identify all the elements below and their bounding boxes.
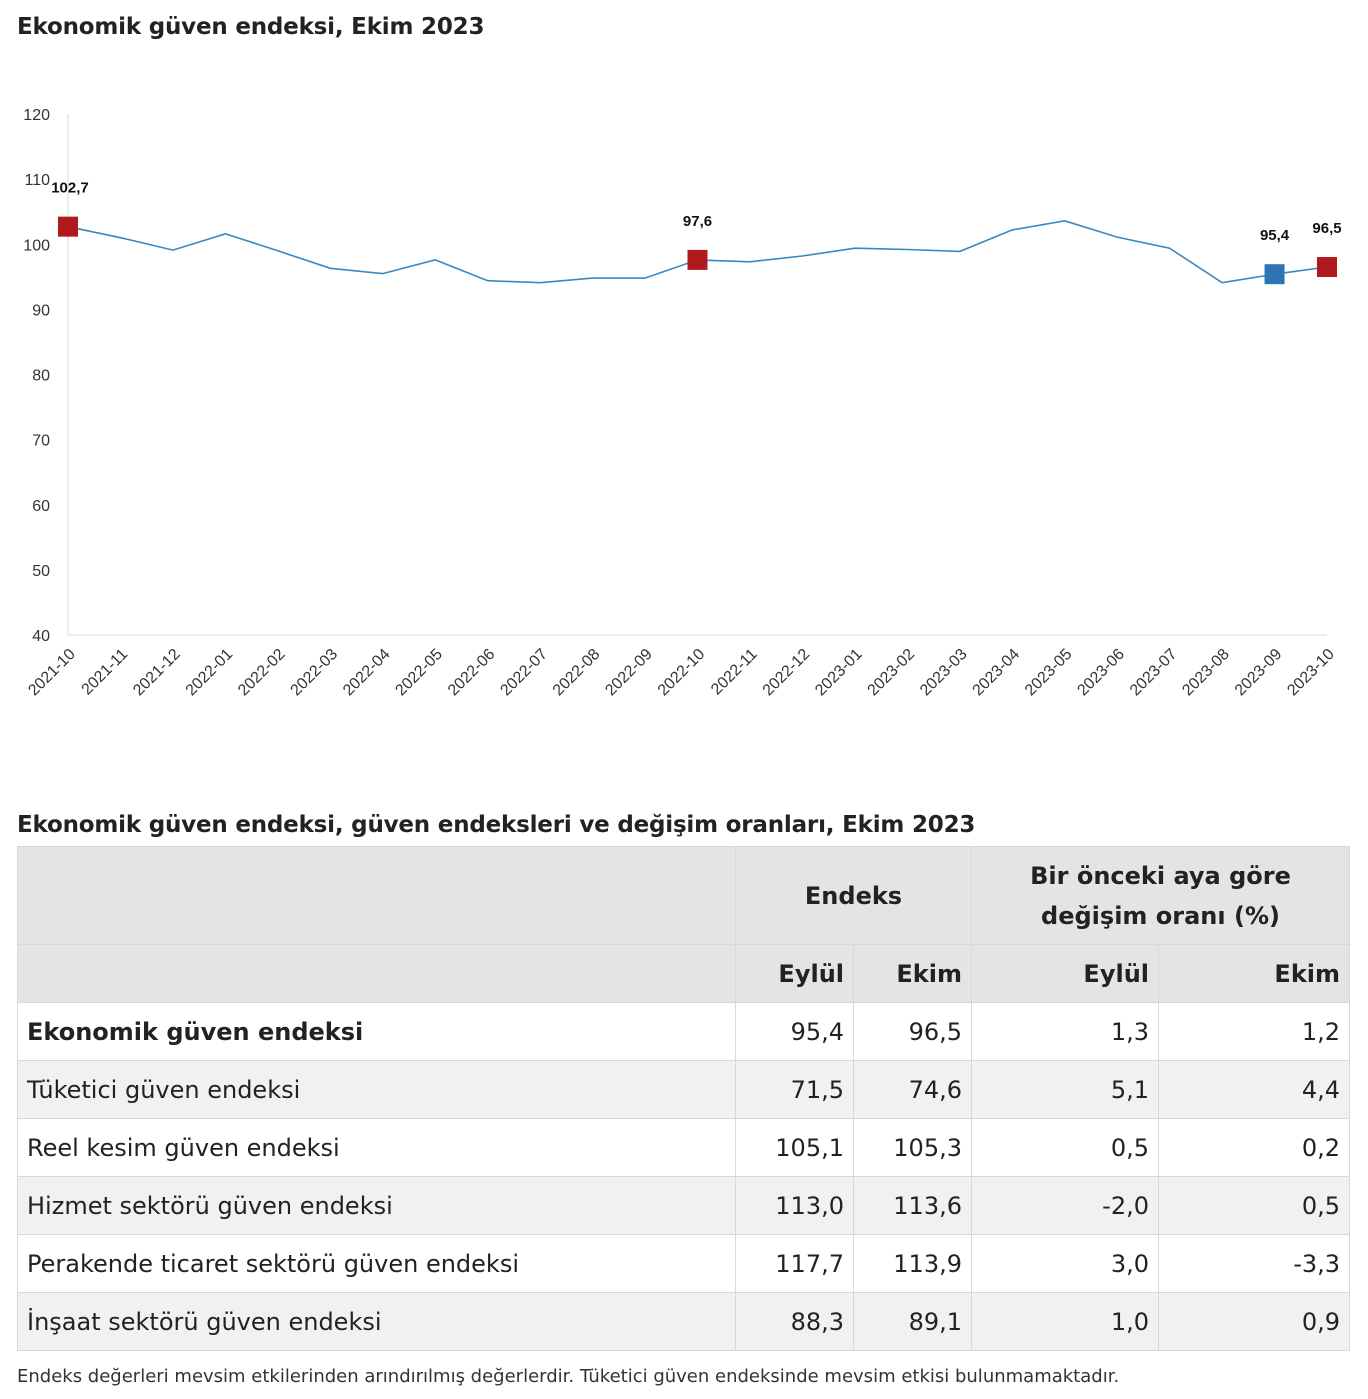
x-tick-label: 2023-05 [1022,646,1076,700]
x-tick-label: 2023-01 [812,646,866,700]
cell-endeks-eylul: 71,5 [735,1060,854,1119]
table-row: Ekonomik güven endeksi 95,4 96,5 1,3 1,2 [17,1002,1351,1061]
header-change-line1: Bir önceki aya göre [1030,861,1291,890]
cell-endeks-eylul: 105,1 [735,1118,854,1177]
footnote: Endeks değerleri mevsim etkilerinden arı… [17,1366,1120,1387]
chart-title: Ekonomik güven endeksi, Ekim 2023 [17,14,485,40]
cell-change-eylul: -2,0 [971,1176,1159,1235]
x-tick-label: 2022-11 [708,646,761,699]
x-tick-label: 2021-12 [130,646,184,700]
cell-change-ekim: 0,2 [1157,1118,1351,1177]
row-label: Reel kesim güven endeksi [17,1118,736,1177]
cell-change-eylul: 1,0 [971,1292,1159,1351]
confidence-index-table: Endeks Bir önceki aya göre değişim oranı … [17,846,1351,1351]
x-tick-label: 2023-06 [1074,646,1128,700]
cell-endeks-ekim: 96,5 [853,1002,972,1061]
x-tick-label: 2022-06 [445,646,499,700]
cell-endeks-ekim: 74,6 [853,1060,972,1119]
subheader-endeks-eylul: Eylül [735,944,854,1003]
y-tick-label: 90 [32,302,50,319]
data-label: 102,7 [51,180,89,197]
header-change-rate: Bir önceki aya göre değişim oranı (%) [970,846,1351,945]
row-label: Ekonomik güven endeksi [17,1002,736,1061]
x-tick-label: 2022-05 [392,646,446,700]
subheader-empty-cell [17,944,736,1003]
cell-change-ekim: 4,4 [1157,1060,1351,1119]
cell-change-eylul: 5,1 [971,1060,1159,1119]
x-axis: 2021-10 2021-112021-122022-012022-022022-… [25,634,1338,700]
x-tick-label: 2021-11 [79,646,132,699]
y-tick-label: 70 [32,433,50,450]
cell-endeks-eylul: 117,7 [735,1234,854,1293]
x-tick-label: 2022-10 [655,646,709,700]
x-tick-label: 2022-08 [550,646,604,700]
cell-change-ekim: -3,3 [1157,1234,1351,1293]
cell-endeks-eylul: 113,0 [735,1176,854,1235]
cell-endeks-ekim: 113,6 [853,1176,972,1235]
data-point-marker [1264,264,1285,285]
subheader-change-eylul: Eylül [971,944,1159,1003]
cell-change-ekim: 1,2 [1157,1002,1351,1061]
cell-change-eylul: 0,5 [971,1118,1159,1177]
x-tick-label: 2022-12 [760,646,814,700]
table-group-header-row: Endeks Bir önceki aya göre değişim oranı … [17,846,1351,945]
cell-endeks-ekim: 89,1 [853,1292,972,1351]
x-tick-label: 2023-04 [970,646,1024,700]
subheader-endeks-ekim: Ekim [853,944,972,1003]
cell-endeks-eylul: 88,3 [735,1292,854,1351]
highlight-markers: 102,7 97,6 95,4 96,5 [51,180,1342,285]
x-tick-label: 2022-02 [235,646,289,700]
cell-endeks-ekim: 105,3 [853,1118,972,1177]
table-row: Reel kesim güven endeksi 105,1 105,3 0,5… [17,1118,1351,1177]
table-row: Perakende ticaret sektörü güven endeksi … [17,1234,1351,1293]
row-label: İnşaat sektörü güven endeksi [17,1292,736,1351]
y-tick-label: 100 [23,237,50,254]
cell-change-eylul: 1,3 [971,1002,1159,1061]
y-tick-label: 110 [24,172,50,189]
y-tick-label: 120 [23,107,50,124]
header-change-line2: değişim oranı (%) [1041,901,1280,930]
cell-change-eylul: 3,0 [971,1234,1159,1293]
row-label: Tüketici güven endeksi [17,1060,736,1119]
x-tick-label: 2022-07 [497,646,551,700]
cell-change-ekim: 0,5 [1157,1176,1351,1235]
x-tick-label: 2022-09 [602,646,656,700]
x-tick-label: 2023-07 [1127,646,1181,700]
data-point-marker [687,249,708,270]
y-tick-label: 50 [32,563,50,580]
x-tick-label: 2022-04 [340,646,394,700]
header-endeks: Endeks [735,846,972,945]
x-tick-label: 2022-01 [183,646,237,700]
y-axis: 120 110 100 90 80 70 60 50 40 [23,107,69,645]
y-tick-label: 60 [32,498,50,515]
line-chart: 120 110 100 90 80 70 60 50 40 2021-10 2021-112021… [23,107,1342,700]
y-tick-label: 80 [32,368,50,385]
table-title: Ekonomik güven endeksi, güven endeksleri… [17,812,976,838]
x-tick-label: 2023-10 [1284,646,1338,700]
cell-change-ekim: 0,9 [1157,1292,1351,1351]
x-tick-label: 2023-02 [865,646,919,700]
data-label: 95,4 [1260,227,1290,244]
row-label: Hizmet sektörü güven endeksi [17,1176,736,1235]
data-point-marker [58,216,78,237]
cell-endeks-eylul: 95,4 [735,1002,854,1061]
y-tick-label: 40 [32,628,50,645]
subheader-change-ekim: Ekim [1157,944,1351,1003]
table-row: Hizmet sektörü güven endeksi 113,0 113,6… [17,1176,1351,1235]
data-label: 97,6 [683,213,712,230]
x-tick-label: 2023-03 [917,646,971,700]
row-label: Perakende ticaret sektörü güven endeksi [17,1234,736,1293]
header-empty-cell [17,846,736,945]
data-point-marker [1317,257,1337,278]
table-row: Tüketici güven endeksi 71,5 74,6 5,1 4,4 [17,1060,1351,1119]
table-sub-header-row: Eylül Ekim Eylül Ekim [17,944,1351,1003]
cell-endeks-ekim: 113,9 [853,1234,972,1293]
data-label: 96,5 [1312,220,1341,237]
x-tick-label: 2022-03 [288,646,342,700]
x-tick-label: 2021-10 [25,646,79,700]
x-tick-label: 2023-09 [1232,646,1286,700]
table-row: İnşaat sektörü güven endeksi 88,3 89,1 1… [17,1292,1351,1351]
x-tick-label: 2023-08 [1179,646,1233,700]
